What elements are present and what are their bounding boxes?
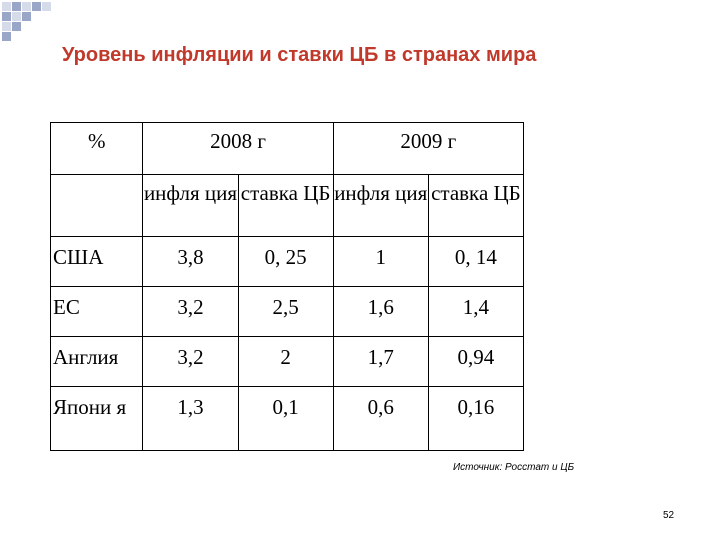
subheader-inflation-2008: инфля ция [142, 174, 239, 237]
subheader-rate-2008: ставка ЦБ [237, 174, 334, 237]
value-cell: 2 [237, 336, 334, 387]
country-cell: ЕС [49, 286, 144, 337]
slide-title: Уровень инфляции и ставки ЦБ в странах м… [62, 44, 537, 66]
table-row: Япони я 1,3 0,1 0,6 0,16 [49, 386, 525, 451]
table-row: ЕС 3,2 2,5 1,6 1,4 [49, 286, 525, 337]
country-cell: Англия [49, 336, 144, 387]
value-cell: 2,5 [237, 286, 334, 337]
value-cell: 0,6 [332, 386, 429, 451]
value-cell: 1 [332, 236, 429, 287]
corner-decoration [0, 0, 60, 41]
table-subheader-row: инфля ция ставка ЦБ инфля ция ставка ЦБ [49, 174, 525, 237]
value-cell: 3,2 [142, 336, 239, 387]
value-cell: 0, 14 [427, 236, 525, 287]
value-cell: 1,7 [332, 336, 429, 387]
value-cell: 3,8 [142, 236, 239, 287]
table-header-row: % 2008 г 2009 г [49, 122, 525, 175]
empty-cell [49, 174, 144, 237]
country-cell: Япони я [49, 386, 144, 451]
value-cell: 1,3 [142, 386, 239, 451]
table-row: США 3,8 0, 25 1 0, 14 [49, 236, 525, 287]
inflation-rates-table: % 2008 г 2009 г инфля ция ставка ЦБ инфл… [49, 122, 525, 451]
table-row: Англия 3,2 2 1,7 0,94 [49, 336, 525, 387]
country-cell: США [49, 236, 144, 287]
value-cell: 0,1 [237, 386, 334, 451]
value-cell: 0, 25 [237, 236, 334, 287]
value-cell: 3,2 [142, 286, 239, 337]
subheader-rate-2009: ставка ЦБ [427, 174, 525, 237]
corner-label-cell: % [49, 122, 144, 175]
source-note: Источник: Росстат и ЦБ [453, 462, 575, 473]
year-header-2008: 2008 г [142, 122, 334, 175]
value-cell: 0,16 [427, 386, 525, 451]
year-header-2009: 2009 г [332, 122, 525, 175]
value-cell: 0,94 [427, 336, 525, 387]
value-cell: 1,4 [427, 286, 525, 337]
subheader-inflation-2009: инфля ция [332, 174, 429, 237]
page-number: 52 [663, 510, 675, 521]
value-cell: 1,6 [332, 286, 429, 337]
